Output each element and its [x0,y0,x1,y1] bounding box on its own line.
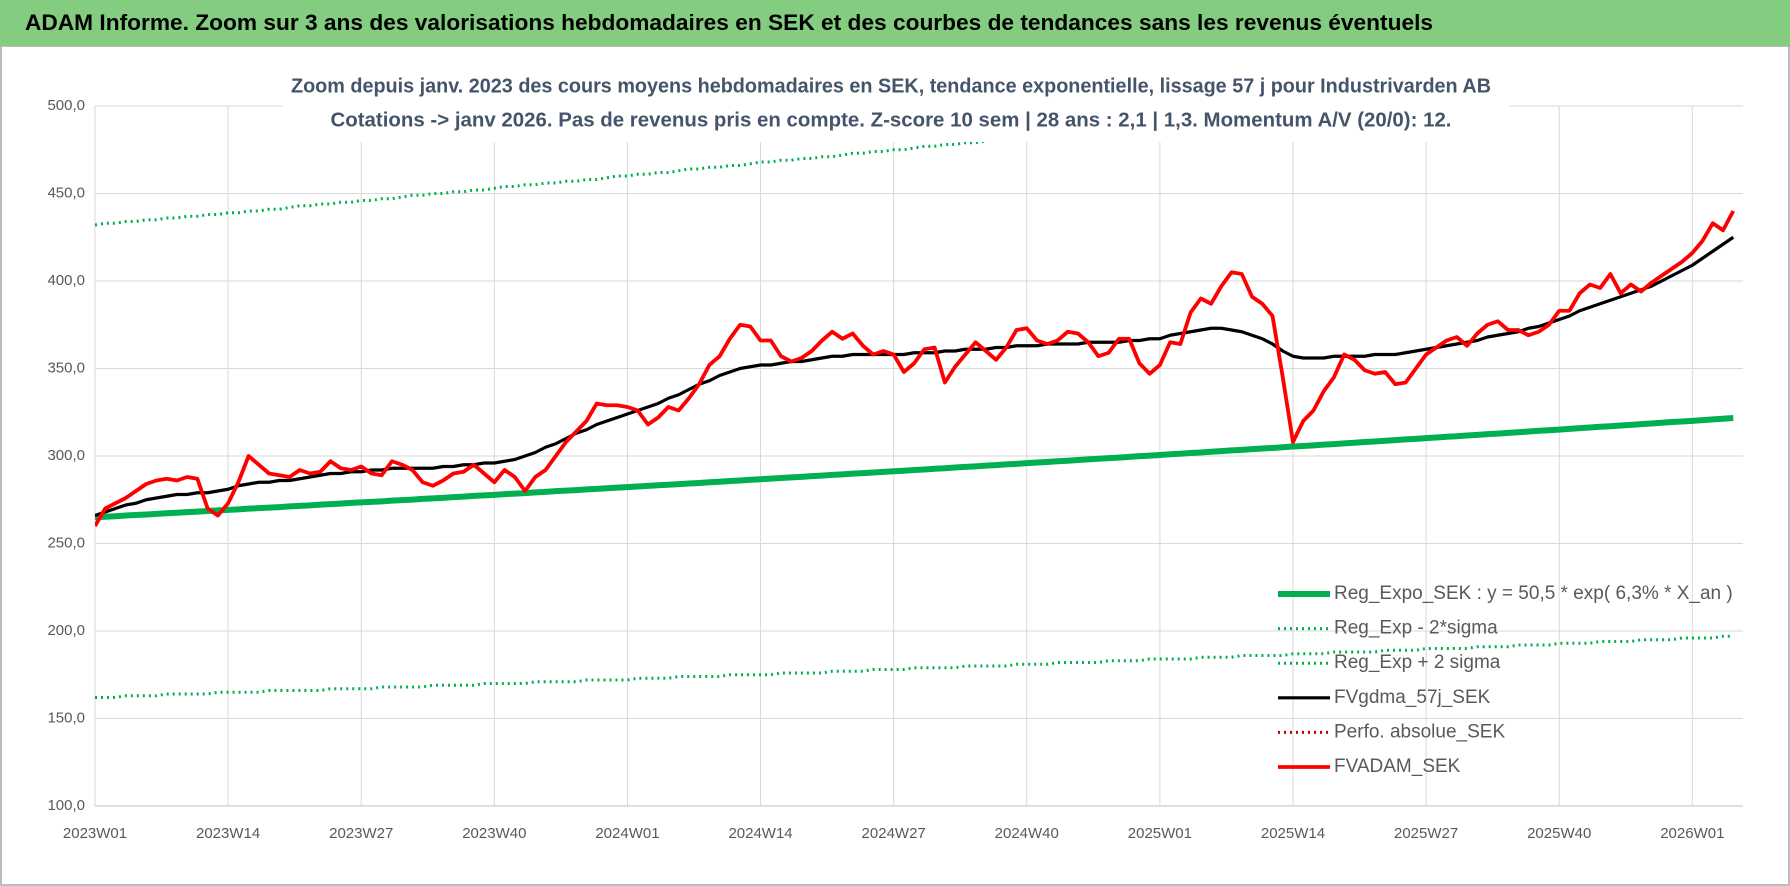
x-tick-label: 2024W01 [595,825,659,842]
x-tick-label: 2025W01 [1128,825,1192,842]
subtitle-box [283,68,1509,142]
y-tick-label: 450,0 [47,184,85,201]
y-tick-label: 300,0 [47,447,85,464]
x-tick-label: 2024W40 [995,825,1059,842]
plot-lines [95,106,1735,699]
x-tick-label: 2023W01 [63,825,127,842]
x-tick-label: 2023W14 [196,825,260,842]
x-tick-label: 2025W40 [1527,825,1591,842]
subtitle-line: Zoom depuis janv. 2023 des cours moyens … [291,75,1491,97]
x-tick-label: 2024W14 [728,825,792,842]
x-tick-label: 2023W40 [462,825,526,842]
legend: Reg_Expo_SEK : y = 50,5 * exp( 6,3% * X_… [1278,583,1733,777]
x-tick-label: 2023W27 [329,825,393,842]
legend-label: FVADAM_SEK [1334,756,1461,777]
x-tick-label: 2026W01 [1660,825,1724,842]
x-tick-label: 2024W27 [862,825,926,842]
y-tick-label: 350,0 [47,359,85,376]
series-line [95,210,1735,527]
series-line [95,415,1734,521]
y-tick-label: 100,0 [47,797,85,814]
chart-frame [0,45,1790,886]
legend-label: Reg_Expo_SEK : y = 50,5 * exp( 6,3% * X_… [1334,583,1733,604]
x-tick-label: 2025W27 [1394,825,1458,842]
y-tick-label: 250,0 [47,534,85,551]
legend-label: Reg_Exp + 2 sigma [1334,652,1501,673]
legend-label: FVgdma_57j_SEK [1334,687,1491,708]
y-tick-label: 150,0 [47,709,85,726]
legend-label: Reg_Exp - 2*sigma [1334,618,1498,639]
x-tick-label: 2025W14 [1261,825,1325,842]
header-title: ADAM Informe. Zoom sur 3 ans des valoris… [25,10,1433,35]
y-tick-label: 200,0 [47,622,85,639]
y-tick-label: 400,0 [47,272,85,289]
subtitle-line: Cotations -> janv 2026. Pas de revenus p… [331,109,1452,131]
header-bar [0,0,1790,46]
y-tick-label: 500,0 [47,97,85,114]
legend-label: Perfo. absolue_SEK [1334,721,1505,742]
series-line [95,634,1734,699]
